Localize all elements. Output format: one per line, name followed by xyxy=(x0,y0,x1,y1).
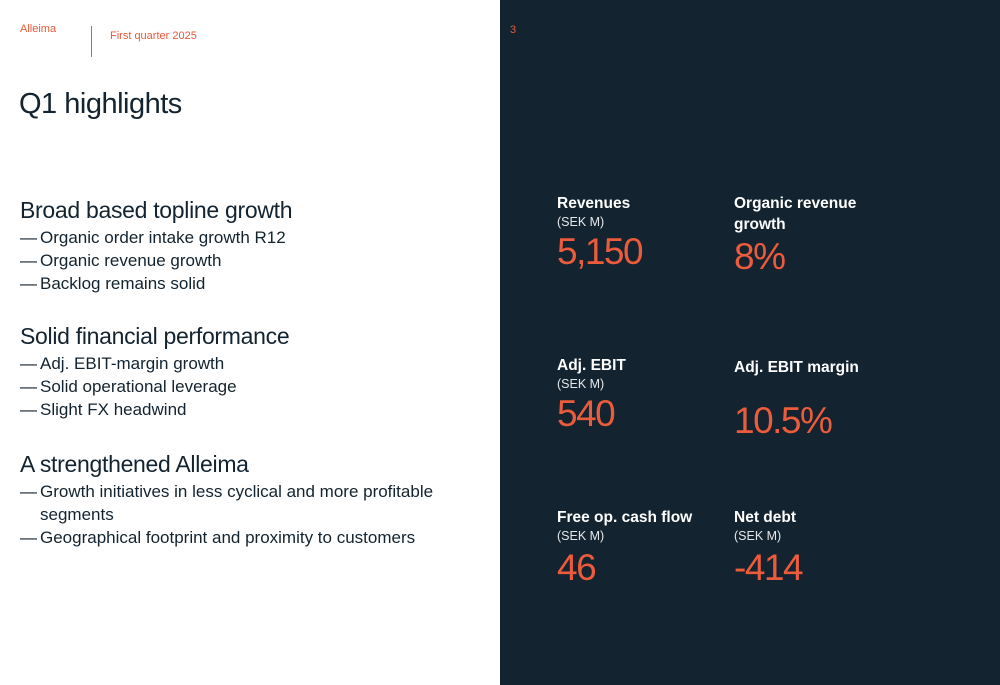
kpi-unit: (SEK M) xyxy=(557,377,605,391)
list-item: — Growth initiatives in less cyclical and… xyxy=(20,482,434,524)
kpi-value: 10.5% xyxy=(734,400,833,441)
kpi-value: 46 xyxy=(557,547,597,588)
kpi-label: Revenues xyxy=(557,195,631,212)
kpi-unit: (SEK M) xyxy=(734,529,782,543)
page-title: Q1 highlights xyxy=(19,88,182,120)
kpi-label: Net debt xyxy=(734,509,796,526)
bullet-list: — Growth initiatives in less cyclical and… xyxy=(20,480,450,549)
kpi-adj-ebit-margin: Adj. EBIT margin 10.5% xyxy=(734,357,859,441)
list-item: — Organic revenue growth xyxy=(20,251,222,270)
kpi-value: 8% xyxy=(734,236,786,277)
kpi-organic-growth: Organic revenue growth 8% xyxy=(734,193,874,277)
kpi-unit: (SEK M) xyxy=(557,529,605,543)
kpi-unit: (SEK M) xyxy=(557,215,605,229)
kpi-adj-ebit: Adj. EBIT (SEK M) 540 xyxy=(557,355,626,434)
kpi-label: Adj. EBIT margin xyxy=(734,359,859,376)
list-item: — Backlog remains solid xyxy=(20,274,206,293)
bullet-list: — Organic order intake growth R12 — Organi… xyxy=(20,226,292,295)
kpi-panel: 3 Revenues (SEK M) 5,150 Organic revenue… xyxy=(500,0,1000,685)
section-heading: A strengthened Alleima xyxy=(20,451,249,477)
kpi-free-cash-flow: Free op. cash flow (SEK M) 46 xyxy=(557,507,693,588)
bullet-list: — Adj. EBIT-margin growth — Solid operatio… xyxy=(20,352,289,421)
kpi-label: Adj. EBIT xyxy=(557,357,626,374)
report-period: First quarter 2025 xyxy=(110,30,197,42)
kpi-label: Free op. cash flow xyxy=(557,509,693,526)
section-heading: Broad based topline growth xyxy=(20,197,293,223)
list-item: — Organic order intake growth R12 xyxy=(20,228,286,247)
left-panel: Alleima First quarter 2025 Q1 highlights… xyxy=(19,23,450,549)
list-item: — Slight FX headwind xyxy=(20,400,187,419)
kpi-label: Organic revenue growth xyxy=(734,195,857,233)
kpi-net-debt: Net debt (SEK M) -414 xyxy=(734,507,804,588)
kpi-value: 540 xyxy=(557,393,616,434)
list-item: — Adj. EBIT-margin growth xyxy=(20,354,225,373)
page-number: 3 xyxy=(510,24,517,36)
kpi-revenues: Revenues (SEK M) 5,150 xyxy=(557,193,644,272)
kpi-value: -414 xyxy=(734,547,804,588)
list-item: — Solid operational leverage xyxy=(20,377,237,396)
section-topline-growth: Broad based topline growth — Organic orde… xyxy=(20,196,293,295)
section-heading: Solid financial performance xyxy=(20,323,290,349)
header-divider xyxy=(91,26,92,57)
kpi-value: 5,150 xyxy=(557,231,644,272)
section-financial-performance: Solid financial performance — Adj. EBIT-m… xyxy=(20,322,290,421)
list-item: — Geographical footprint and proximity to… xyxy=(20,528,416,547)
section-strengthened-alleima: A strengthened Alleima — Growth initiativ… xyxy=(20,450,450,549)
brand-name: Alleima xyxy=(20,23,57,35)
